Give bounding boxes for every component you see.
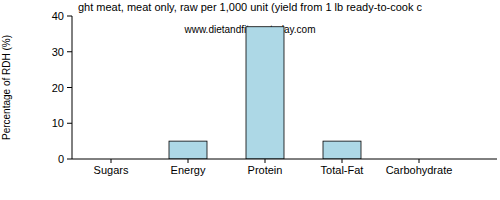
chart: ght meat, meat only, raw per 1,000 unit …: [0, 0, 500, 200]
x-tick: [419, 159, 420, 163]
x-tick: [265, 159, 266, 163]
y-tick: [67, 87, 72, 88]
y-tick: [67, 123, 72, 124]
y-tick-label: 40: [52, 10, 64, 22]
x-tick-label: Protein: [248, 164, 283, 176]
x-tick-label: Energy: [171, 164, 206, 176]
title: ght meat, meat only, raw per 1,000 unit …: [78, 1, 423, 13]
y-tick-label: 30: [52, 46, 64, 58]
bar: [323, 141, 361, 159]
y-tick-label: 0: [58, 153, 64, 165]
y-tick: [67, 16, 72, 17]
x-axis: [72, 159, 497, 160]
y-tick-label: 20: [52, 82, 64, 94]
x-tick-label: Sugars: [94, 164, 129, 176]
y-tick: [67, 51, 72, 52]
bar: [169, 141, 207, 159]
x-tick-label: Total-Fat: [321, 164, 364, 176]
bar: [246, 27, 284, 159]
x-tick-label: Carbohydrate: [386, 164, 453, 176]
x-tick: [342, 159, 343, 163]
x-tick: [111, 159, 112, 163]
y-axis-label: Percentage of RDH (%): [1, 35, 12, 140]
y-tick-label: 10: [52, 117, 64, 129]
bars: [169, 27, 361, 159]
y-axis: [72, 16, 73, 159]
x-tick: [188, 159, 189, 163]
y-tick: [67, 159, 72, 160]
